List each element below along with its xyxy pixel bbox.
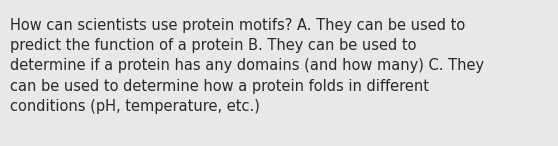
Text: How can scientists use protein motifs? A. They can be used to
predict the functi: How can scientists use protein motifs? A… [10, 18, 484, 114]
